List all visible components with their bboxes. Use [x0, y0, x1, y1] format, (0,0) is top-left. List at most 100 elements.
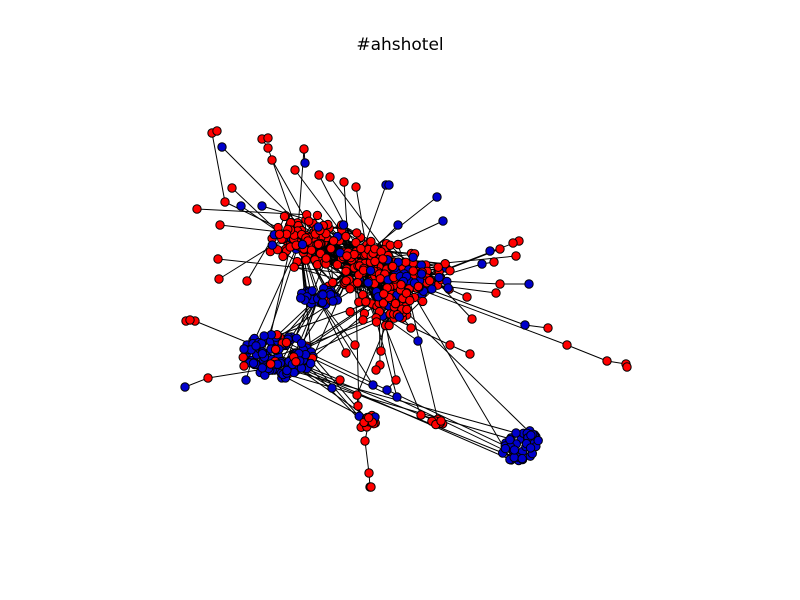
graph-node-red: [378, 254, 388, 264]
graph-node-red: [366, 482, 376, 492]
graph-node-blue: [524, 279, 534, 289]
graph-node-red: [384, 320, 394, 331]
graph-edge: [280, 362, 515, 458]
graph-node-red: [385, 240, 395, 251]
graph-node-red: [352, 228, 362, 238]
graph-node-blue: [257, 201, 267, 211]
graph-node-red: [445, 340, 455, 350]
graph-node-red: [396, 280, 406, 290]
graph-node-red: [462, 292, 472, 302]
graph-node-blue: [217, 142, 227, 152]
graph-node-red: [263, 133, 273, 143]
figure-title: #ahshotel: [356, 35, 444, 55]
graph-node-blue: [392, 392, 402, 402]
graph-node-red: [366, 236, 376, 247]
graph-node-blue: [282, 365, 292, 376]
graph-node-blue: [306, 358, 316, 369]
graph-node-red: [339, 177, 349, 187]
graph-edge: [252, 239, 301, 344]
graph-node-red: [408, 266, 418, 276]
graph-node-blue: [239, 344, 249, 354]
graph-node-blue: [413, 336, 423, 346]
graph-node-red: [445, 266, 455, 276]
graph-node-red: [335, 375, 345, 385]
graph-node-red: [242, 276, 252, 286]
graph-node-red: [213, 254, 223, 264]
graph-node-red: [562, 340, 572, 350]
graph-node-red: [360, 436, 370, 446]
graph-node-red: [353, 401, 363, 411]
graph-node-red: [341, 276, 351, 286]
graph-node-red: [390, 298, 401, 309]
graph-node-red: [543, 323, 553, 333]
graph-node-blue: [300, 158, 310, 168]
graph-node-blue: [500, 443, 511, 454]
graph-edge: [566, 344, 608, 362]
graph-node-blue: [313, 222, 323, 232]
graph-node-red: [413, 281, 424, 292]
graph-node-red: [371, 317, 382, 327]
graph-node-red: [351, 237, 361, 248]
graph-node-red: [602, 356, 612, 366]
graph-node-blue: [517, 453, 527, 464]
graph-node-red: [508, 238, 518, 248]
graph-node-blue: [328, 296, 338, 306]
graph-node-red: [238, 352, 248, 362]
graph-node-red: [393, 239, 403, 250]
graph-node-blue: [525, 443, 536, 453]
graph-node-red: [491, 288, 501, 298]
graph-node-blue: [318, 290, 328, 300]
graph-node-red: [267, 155, 277, 165]
graph-node-blue: [477, 259, 487, 269]
graph-node-blue: [438, 216, 448, 226]
graph-node-blue: [259, 331, 269, 341]
graph-edge: [217, 258, 295, 268]
graph-node-blue: [511, 428, 521, 438]
graph-node-red: [364, 468, 374, 478]
graph-edge: [272, 369, 527, 445]
graph-node-blue: [432, 192, 442, 202]
graph-node-blue: [257, 363, 267, 373]
graph-node-blue: [526, 430, 536, 440]
graph-edge: [416, 287, 568, 346]
graph-node-red: [306, 245, 317, 255]
graph-node-blue: [520, 320, 530, 330]
graph-node-red: [274, 229, 285, 240]
graph-node-red: [312, 210, 323, 221]
graph-node-blue: [307, 286, 317, 296]
graph-node-red: [214, 274, 224, 284]
graph-node-red: [379, 289, 389, 299]
graph-node-red: [495, 279, 505, 289]
graph-node-red: [406, 323, 416, 333]
graph-node-red: [239, 361, 249, 371]
graph-node-blue: [427, 284, 437, 294]
graph-node-red: [326, 243, 336, 254]
graph-node-red: [332, 260, 342, 270]
graph-node-blue: [365, 265, 376, 276]
graph-node-red: [291, 357, 301, 367]
graph-node-red: [425, 276, 435, 286]
graph-node-blue: [505, 435, 515, 445]
graph-node-red: [289, 262, 299, 272]
graph-node-red: [328, 277, 338, 288]
graph-node-blue: [509, 445, 520, 455]
graph-node-red: [467, 314, 477, 324]
graph-node-red: [358, 315, 368, 325]
graph-node-red: [325, 172, 335, 182]
graph-node-red: [314, 170, 324, 180]
graph-node-blue: [363, 278, 373, 288]
graph-node-blue: [533, 435, 543, 446]
graph-node-red: [299, 144, 309, 154]
graph-node-red: [321, 253, 331, 263]
graph-node-red: [352, 278, 363, 288]
graph-node-red: [212, 126, 222, 136]
graph-node-blue: [384, 180, 394, 190]
graph-edge: [404, 279, 512, 461]
graph-node-red: [341, 266, 351, 276]
graph-node-red: [270, 344, 281, 355]
graph-node-blue: [434, 272, 444, 283]
graph-node-red: [185, 315, 195, 325]
graph-node-red: [350, 340, 360, 350]
